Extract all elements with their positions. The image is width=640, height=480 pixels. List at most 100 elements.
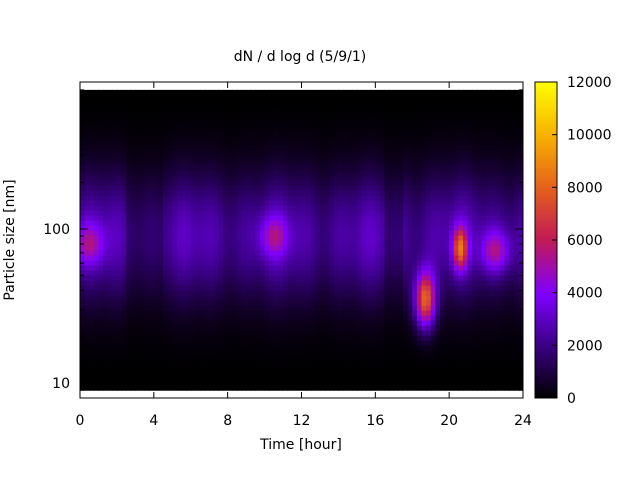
heatmap-cell: [232, 219, 238, 226]
heatmap-cell: [158, 219, 164, 226]
heatmap-cell: [283, 169, 289, 176]
heatmap-cell: [195, 330, 201, 336]
heatmap-cell: [149, 365, 155, 371]
heatmap-cell: [398, 134, 404, 141]
heatmap-cell: [389, 355, 395, 361]
heatmap-cell: [158, 375, 164, 381]
heatmap-cell: [172, 290, 178, 296]
heatmap-cell: [209, 280, 215, 286]
heatmap-cell: [130, 300, 136, 306]
heatmap-cell: [366, 365, 372, 371]
heatmap-cell: [80, 375, 86, 381]
heatmap-cell: [352, 124, 358, 131]
heatmap-cell: [246, 345, 252, 351]
heatmap-cell: [172, 149, 178, 156]
heatmap-cell: [421, 109, 427, 116]
heatmap-cell: [241, 89, 247, 96]
heatmap-cell: [375, 365, 381, 371]
heatmap-cell: [384, 280, 390, 286]
heatmap-cell: [259, 290, 266, 296]
heatmap-cell: [153, 335, 160, 341]
heatmap-cell: [158, 280, 164, 286]
heatmap-cell: [107, 260, 113, 266]
heatmap-cell: [393, 189, 399, 196]
heatmap-cell: [116, 270, 123, 276]
heatmap-cell: [84, 209, 90, 216]
heatmap-cell: [375, 159, 381, 166]
heatmap-cell: [223, 184, 229, 191]
heatmap-cell: [338, 345, 344, 351]
heatmap-cell: [347, 320, 353, 326]
heatmap-cell: [278, 305, 284, 311]
heatmap-cell: [435, 335, 441, 341]
heatmap-cell: [306, 310, 312, 316]
heatmap-cell: [403, 375, 409, 381]
heatmap-cell: [227, 184, 233, 191]
heatmap-cell: [296, 385, 303, 391]
heatmap-cell: [158, 94, 164, 101]
heatmap-cell: [393, 204, 399, 211]
heatmap-cell: [181, 89, 187, 96]
heatmap-cell: [324, 119, 330, 126]
heatmap-cell: [269, 134, 275, 141]
heatmap-cell: [144, 164, 150, 171]
heatmap-cell: [273, 109, 280, 116]
heatmap-cell: [241, 290, 247, 296]
heatmap-cell: [130, 365, 136, 371]
heatmap-cell: [435, 345, 441, 351]
heatmap-cell: [89, 169, 95, 176]
heatmap-cell: [223, 94, 229, 101]
heatmap-cell: [458, 104, 464, 111]
heatmap-cell: [98, 345, 104, 351]
heatmap-cell: [181, 365, 187, 371]
heatmap-cell: [149, 330, 155, 336]
heatmap-cell: [190, 260, 196, 266]
heatmap-cell: [310, 189, 316, 196]
heatmap-cell: [273, 260, 280, 266]
heatmap-cell: [389, 340, 395, 346]
heatmap-cell: [444, 194, 450, 201]
heatmap-cell: [195, 204, 201, 211]
heatmap-cell: [255, 169, 261, 176]
heatmap-cell: [338, 204, 344, 211]
heatmap-cell: [149, 240, 155, 246]
heatmap-cell: [278, 355, 284, 361]
heatmap-cell: [232, 124, 238, 131]
heatmap-cell: [329, 164, 335, 171]
heatmap-cell: [195, 144, 201, 151]
heatmap-cell: [84, 164, 90, 171]
heatmap-cell: [144, 124, 150, 131]
heatmap-cell: [149, 270, 155, 276]
heatmap-cell: [259, 300, 266, 306]
heatmap-cell: [163, 295, 169, 301]
heatmap-cell: [259, 310, 266, 316]
heatmap-cell: [278, 159, 284, 166]
heatmap-cell: [292, 229, 298, 236]
heatmap-cell: [273, 355, 280, 361]
heatmap-cell: [379, 109, 386, 116]
heatmap-cell: [444, 189, 450, 196]
heatmap-cell: [458, 270, 464, 276]
heatmap-cell: [435, 189, 441, 196]
heatmap-cell: [398, 209, 404, 216]
heatmap-cell: [389, 260, 395, 266]
heatmap-cell: [204, 350, 210, 356]
heatmap-cell: [172, 385, 178, 391]
heatmap-cell: [458, 300, 464, 306]
heatmap-cell: [232, 320, 238, 326]
heatmap-cell: [80, 340, 86, 346]
chart-title: dN / d log d (5/9/1): [234, 49, 367, 65]
heatmap-cell: [324, 114, 330, 121]
heatmap-cell: [458, 320, 464, 326]
heatmap-cell: [181, 360, 187, 366]
heatmap-cell: [361, 355, 367, 361]
heatmap-cell: [393, 310, 399, 316]
heatmap-cell: [366, 235, 372, 241]
heatmap-cell: [167, 285, 173, 291]
heatmap-cell: [310, 335, 316, 341]
heatmap-cell: [195, 209, 201, 216]
heatmap-cell: [398, 94, 404, 101]
heatmap-cell: [93, 290, 100, 296]
heatmap-cell: [167, 154, 173, 161]
heatmap-cell: [435, 280, 441, 286]
